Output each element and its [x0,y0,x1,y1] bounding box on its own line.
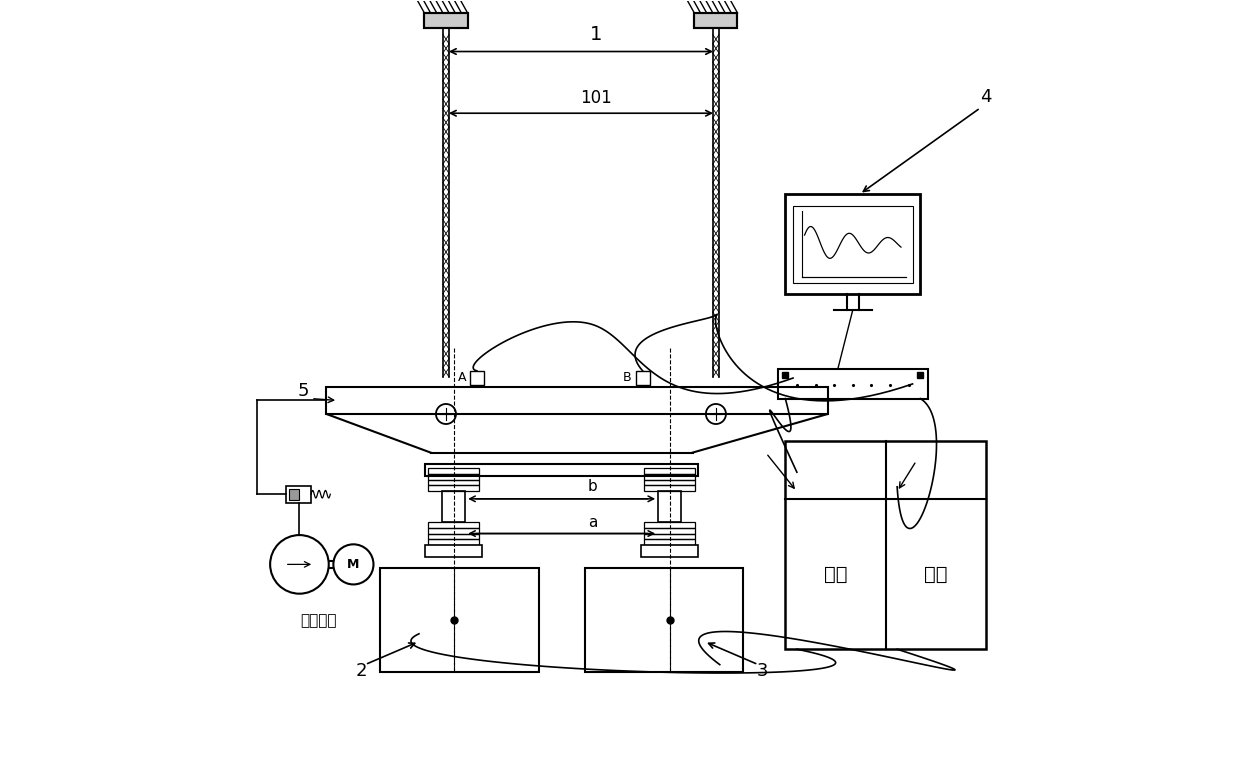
Bar [429,485,479,491]
Bar [425,464,698,476]
Bar [793,206,913,283]
Bar [425,545,482,557]
Text: b: b [587,479,597,494]
Text: 功放: 功放 [924,565,948,584]
Bar [636,371,649,385]
Bar [425,13,467,29]
Bar [380,568,539,673]
Bar [289,489,299,499]
Bar [442,491,466,522]
Text: B: B [623,372,632,384]
Bar [429,468,479,474]
Text: 5: 5 [297,382,309,400]
Bar [470,371,483,385]
Text: 功放: 功放 [824,565,847,584]
Bar [786,194,921,294]
Bar [429,533,479,539]
Bar [778,369,928,399]
Text: 101: 101 [581,89,612,107]
Text: a: a [587,515,597,530]
Bar [786,441,986,649]
Bar [429,528,479,533]
Bar [286,486,311,502]
Bar [644,468,695,474]
Bar [641,545,698,557]
Text: 1: 1 [590,25,602,44]
Text: M: M [347,558,359,571]
Text: 球头油源: 球头油源 [301,613,337,628]
Bar [644,528,695,533]
Text: 3: 3 [757,663,768,680]
Bar [644,485,695,491]
Bar [425,13,467,29]
Bar [644,480,695,485]
Bar [644,539,695,545]
Bar [429,522,479,528]
Text: 2: 2 [356,663,367,680]
Bar [429,539,479,545]
Bar [694,13,737,29]
Bar [644,522,695,528]
Bar [429,474,479,480]
Text: A: A [457,372,466,384]
Bar [694,13,737,29]
Bar [658,491,681,522]
Text: 4: 4 [980,87,991,105]
Bar [644,533,695,539]
Bar [585,568,743,673]
Bar [429,480,479,485]
Bar [326,387,828,414]
Bar [644,474,695,480]
